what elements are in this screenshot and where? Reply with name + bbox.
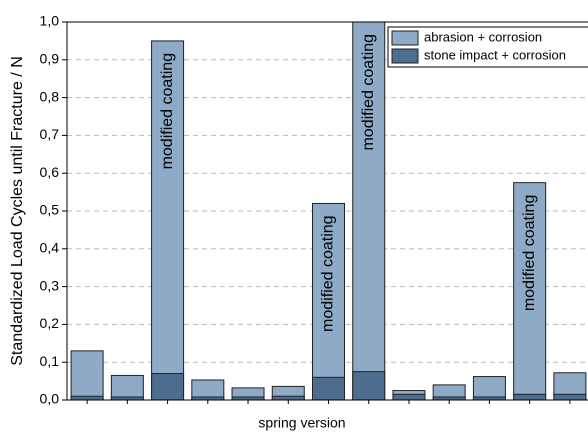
y-tick-label: 0,7 xyxy=(40,126,60,142)
bar xyxy=(513,393,547,401)
legend-label: stone impact + corrosion xyxy=(424,47,566,62)
bar xyxy=(110,374,144,401)
bar xyxy=(392,393,426,401)
y-tick-label: 0,0 xyxy=(40,391,60,407)
bar xyxy=(70,395,104,401)
y-tick-label: 0,3 xyxy=(40,277,60,293)
annotation: modified coating xyxy=(159,53,176,170)
y-tick-label: 0,2 xyxy=(40,315,60,331)
y-tick-label: 0,4 xyxy=(40,240,60,256)
x-axis-label: spring version xyxy=(258,415,345,431)
y-tick-label: 0,5 xyxy=(40,202,60,218)
annotation: modified coating xyxy=(360,34,377,151)
y-tick-label: 0,6 xyxy=(40,164,60,180)
bar xyxy=(312,202,345,401)
bar xyxy=(312,376,345,401)
bar xyxy=(70,350,104,401)
bar xyxy=(151,40,185,401)
y-tick-label: 0,1 xyxy=(40,353,60,369)
y-axis-label: Standardized Load Cycles until Fracture … xyxy=(9,56,26,365)
y-tick-label: 0,9 xyxy=(40,51,60,67)
bar xyxy=(553,393,587,401)
annotation: modified coating xyxy=(521,195,538,312)
legend-swatch xyxy=(391,30,419,46)
legend-label: abrasion + corrosion xyxy=(424,29,542,44)
plot-frame xyxy=(66,21,588,401)
bar xyxy=(352,371,386,401)
bar xyxy=(352,21,386,401)
annotation: modified coating xyxy=(320,215,337,332)
bar xyxy=(271,395,305,401)
legend-swatch xyxy=(391,48,419,64)
legend-box xyxy=(387,26,588,68)
bar xyxy=(151,373,185,401)
y-tick-label: 1,0 xyxy=(40,13,60,29)
y-tick-label: 0,8 xyxy=(40,88,60,104)
